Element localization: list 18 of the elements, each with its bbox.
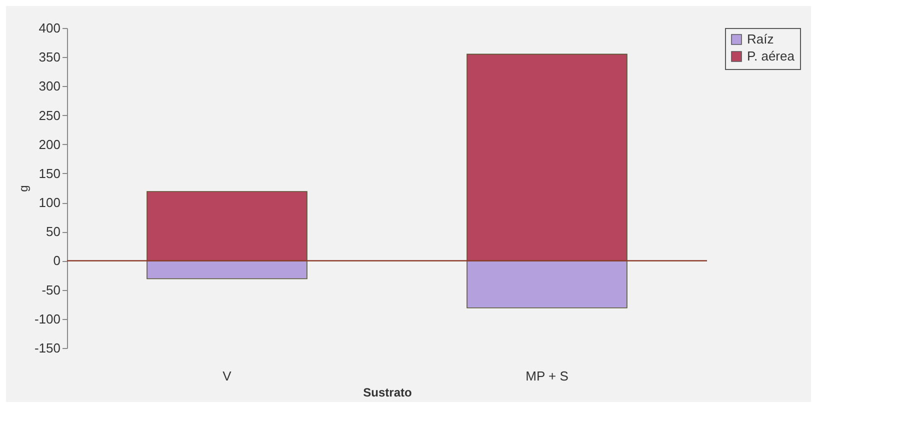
legend-label: Raíz (747, 32, 774, 46)
y-tick-label: 350 (38, 50, 60, 65)
y-tick-label: 400 (38, 20, 60, 36)
y-axis-title: g (16, 185, 30, 192)
y-tick-label: 0 (53, 253, 60, 268)
legend-label: P. aérea (747, 48, 796, 64)
y-tick-label: -100 (34, 311, 60, 326)
y-tick-label: 250 (38, 108, 60, 123)
x-axis-title: Sustrato (363, 386, 412, 400)
x-tick-label: V (222, 368, 232, 384)
y-tick-label: 200 (38, 136, 60, 152)
x-tick-label: MP + S (526, 368, 569, 384)
y-tick-label: 100 (38, 195, 60, 210)
y-tick-label: 300 (38, 78, 60, 94)
y-tick-label: -150 (34, 340, 60, 356)
y-tick-label: 150 (38, 166, 60, 181)
y-tick-label: 50 (46, 224, 60, 240)
y-tick-label: -50 (42, 282, 60, 298)
